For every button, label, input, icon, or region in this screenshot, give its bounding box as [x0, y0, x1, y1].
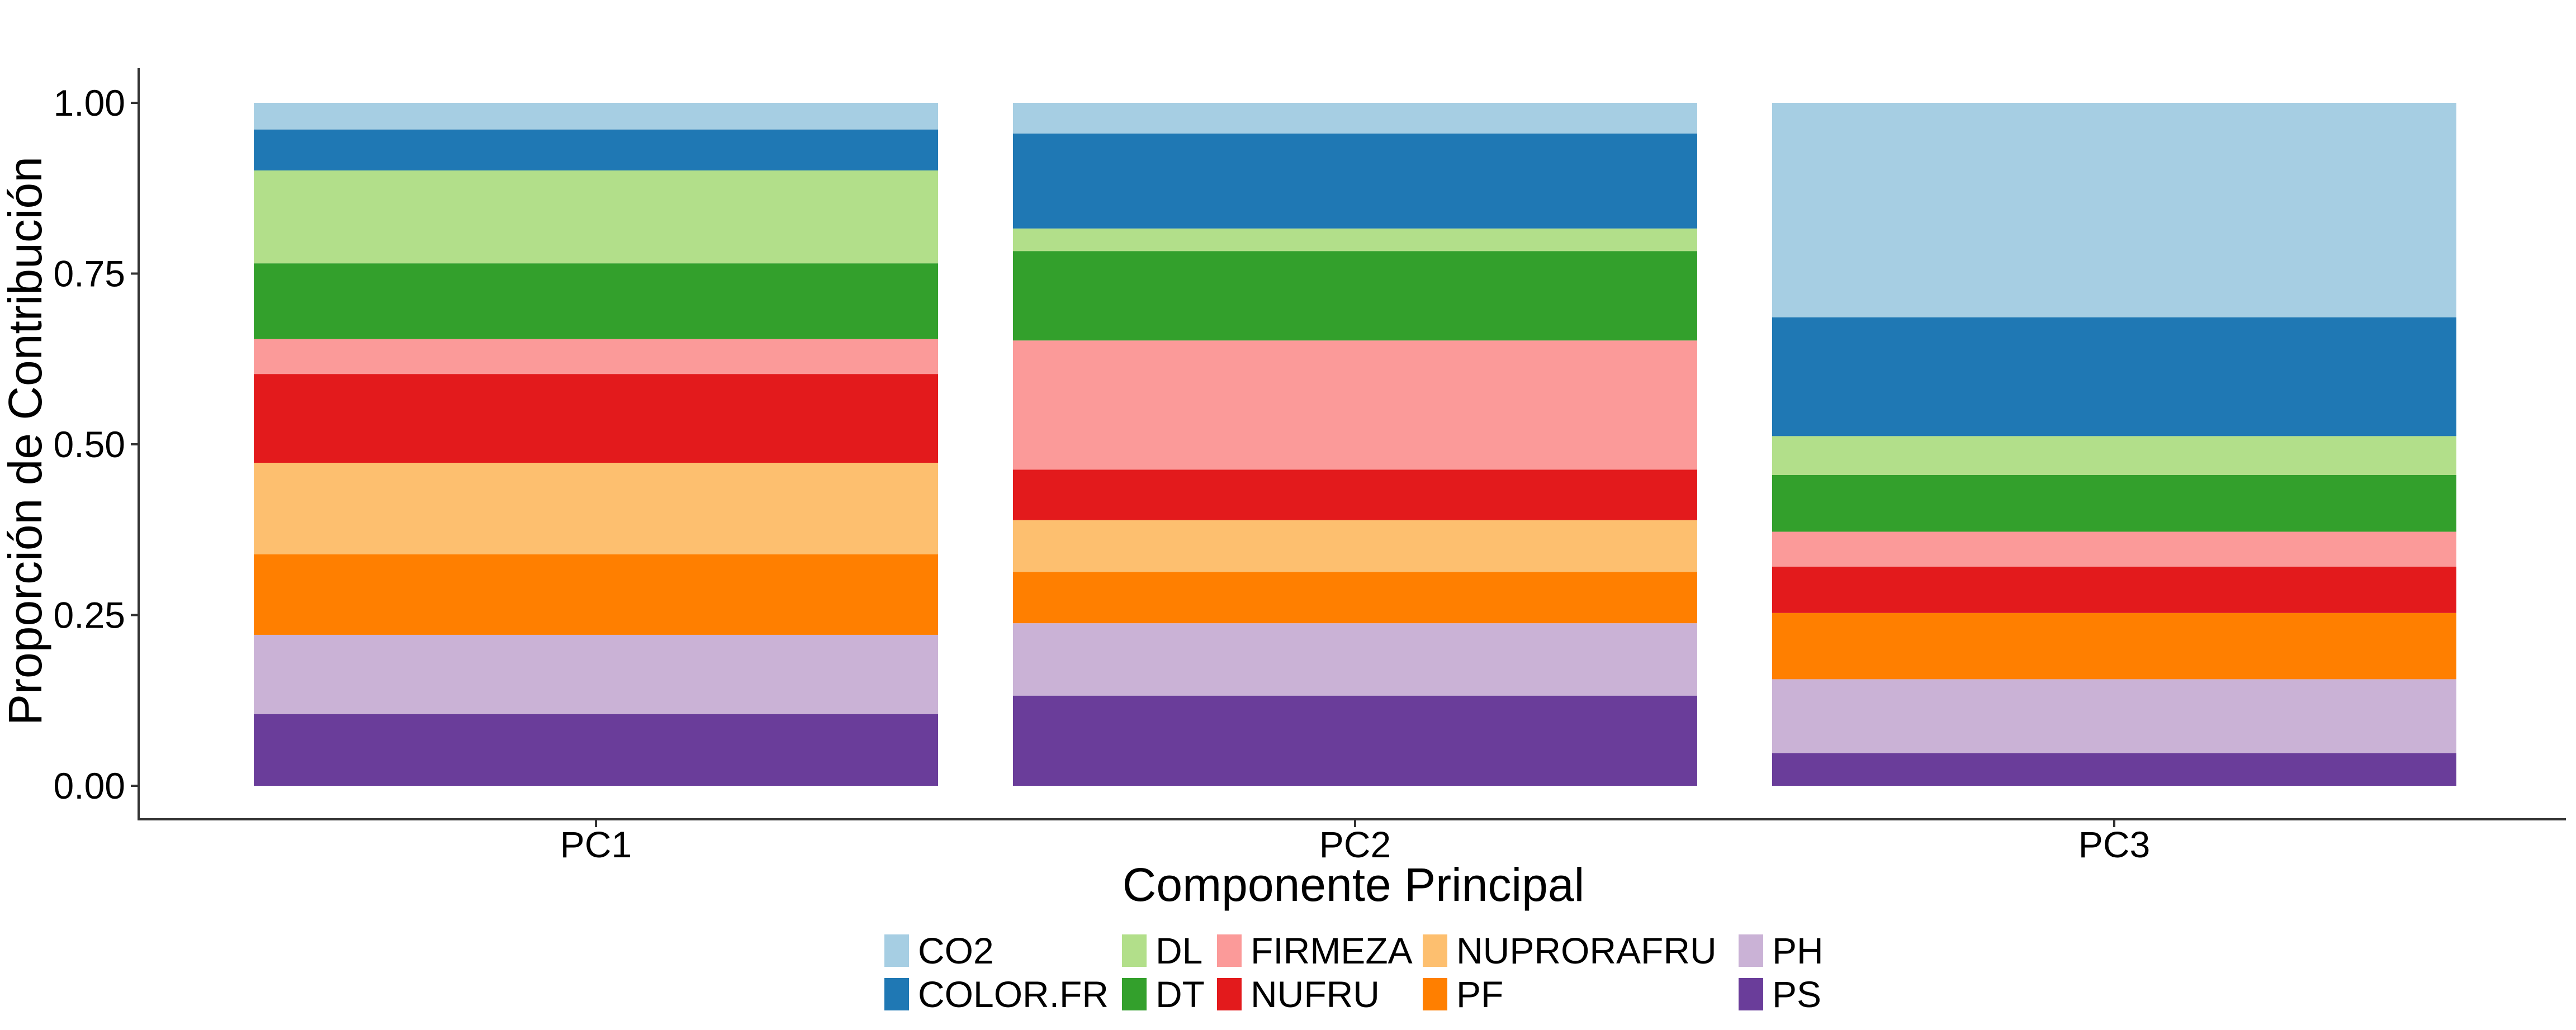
bar-segment-pc2-firmeza — [1013, 340, 1697, 470]
legend-key-pf — [1423, 978, 1447, 1010]
bar-segment-pc3-dt — [1772, 474, 2456, 532]
y-axis-title: Proporción de Contribución — [0, 156, 51, 725]
legend-key-dl — [1122, 934, 1147, 967]
bar-segment-pc2-nufru — [1013, 469, 1697, 520]
legend-label-firmeza: FIRMEZA — [1251, 930, 1413, 971]
legend-label-nuprorafru: NUPRORAFRU — [1456, 930, 1717, 971]
bar-segment-pc1-nufru — [254, 374, 938, 463]
legend-key-nufru — [1217, 978, 1242, 1010]
legend-label-ph: PH — [1772, 930, 1824, 971]
legend-key-color-fr — [884, 978, 909, 1010]
bar-segment-pc1-pf — [254, 554, 938, 635]
legend-label-co2: CO2 — [918, 930, 994, 971]
bar-segment-pc3-ps — [1772, 753, 2456, 786]
legend-label-pf: PF — [1456, 974, 1503, 1015]
legend-label-nufru: NUFRU — [1251, 974, 1380, 1015]
bar-segment-pc1-dl — [254, 170, 938, 264]
plot-area — [254, 103, 2456, 786]
bar-segment-pc3-dl — [1772, 436, 2456, 475]
y-tick-label: 0.50 — [54, 424, 125, 465]
legend-label-ps: PS — [1772, 974, 1821, 1015]
bar-segment-pc1-ph — [254, 634, 938, 714]
bar-segment-pc2-co2 — [1013, 103, 1697, 134]
bar-segment-pc3-pf — [1772, 613, 2456, 680]
bar-segment-pc1-color-fr — [254, 129, 938, 170]
bar-segment-pc2-pf — [1013, 572, 1697, 624]
y-tick-label: 1.00 — [54, 82, 125, 124]
bar-segment-pc1-dt — [254, 263, 938, 339]
bar-segment-pc3-co2 — [1772, 103, 2456, 317]
bar-segment-pc1-firmeza — [254, 339, 938, 374]
legend-key-ps — [1739, 978, 1763, 1010]
bar-segment-pc2-ps — [1013, 695, 1697, 786]
y-axis-ticks: 0.00 0.25 0.50 0.75 1.00 — [54, 82, 139, 806]
legend-label-dt: DT — [1156, 974, 1205, 1015]
legend-key-co2 — [884, 934, 909, 967]
y-tick-label: 0.75 — [54, 253, 125, 295]
y-tick-label: 0.25 — [54, 595, 125, 636]
x-tick-label: PC3 — [2078, 824, 2150, 865]
bar-segment-pc2-dt — [1013, 251, 1697, 341]
bar-segment-pc1-co2 — [254, 103, 938, 130]
x-axis-ticks: PC1 PC2 PC3 — [560, 819, 2150, 865]
bar-segment-pc3-color-fr — [1772, 317, 2456, 436]
legend-key-dt — [1122, 978, 1147, 1010]
x-axis-title: Componente Principal — [1123, 858, 1584, 911]
x-tick-label: PC2 — [1319, 824, 1391, 865]
legend-key-ph — [1739, 934, 1763, 967]
legend-key-nuprorafru — [1423, 934, 1447, 967]
bar-segment-pc2-nuprorafru — [1013, 520, 1697, 572]
bar-segment-pc2-dl — [1013, 228, 1697, 251]
bar-segment-pc3-firmeza — [1772, 531, 2456, 567]
bar-segment-pc1-nuprorafru — [254, 462, 938, 554]
bar-segment-pc3-nufru — [1772, 566, 2456, 613]
legend-key-firmeza — [1217, 934, 1242, 967]
legend-label-dl: DL — [1156, 930, 1202, 971]
bar-segment-pc3-ph — [1772, 679, 2456, 753]
y-tick-label: 0.00 — [54, 765, 125, 806]
legend-label-color-fr: COLOR.FR — [918, 974, 1109, 1015]
bar-segment-pc1-ps — [254, 714, 938, 786]
bar-segment-pc2-ph — [1013, 623, 1697, 696]
x-tick-label: PC1 — [560, 824, 632, 865]
bar-segment-pc2-color-fr — [1013, 133, 1697, 229]
